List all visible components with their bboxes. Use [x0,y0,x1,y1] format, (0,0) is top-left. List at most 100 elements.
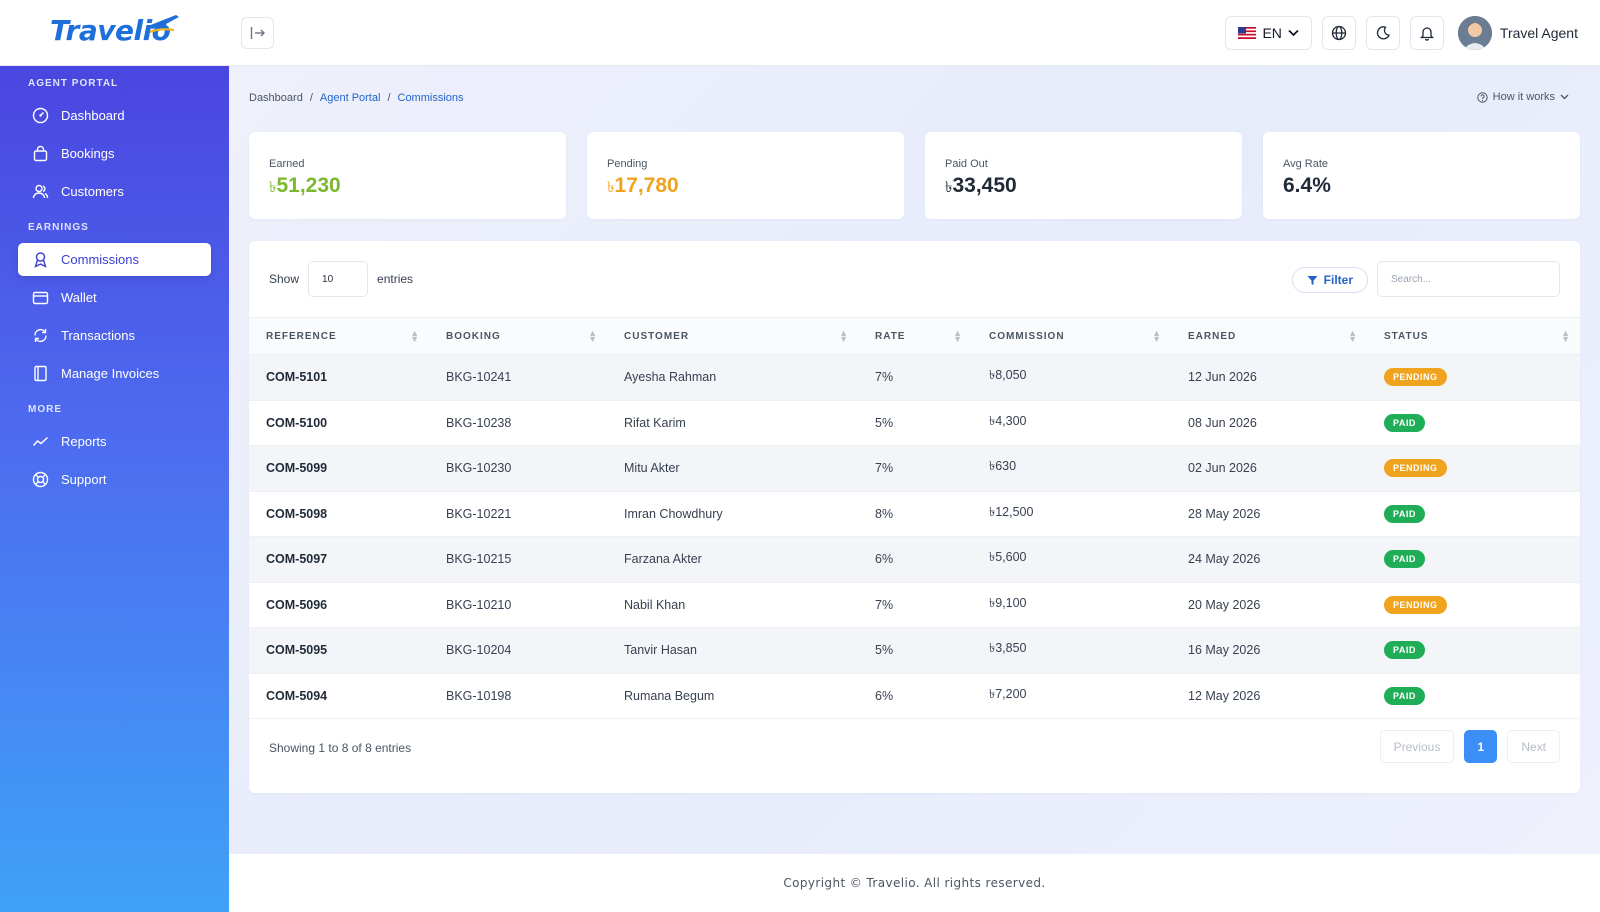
breadcrumb-agent-portal[interactable]: Agent Portal [319,92,381,104]
status-badge: PAID [1384,641,1425,660]
sidebar-item-reports[interactable]: Reports [18,425,211,458]
travelio-logo[interactable]: Travelio [50,14,179,47]
table-row[interactable]: COM-5096 BKG-10210 Nabil Khan 7% ৳9,100 … [249,582,1580,628]
filter-label: Filter [1323,273,1353,287]
status-badge: PAID [1384,504,1425,523]
search-input[interactable]: Search... [1377,261,1560,297]
filter-button[interactable]: Filter [1291,267,1368,293]
cell-rate: 5% [875,643,894,658]
globe-button[interactable] [1321,16,1356,50]
refresh-icon [34,328,47,343]
table-row[interactable]: COM-5097 BKG-10215 Farzana Akter 6% ৳5,6… [249,536,1580,582]
cell-customer: Ayesha Rahman [624,370,717,385]
table-row[interactable]: COM-5098 BKG-10221 Imran Chowdhury 8% ৳1… [249,491,1580,537]
status-badge: PAID [1384,413,1425,432]
wallet-icon [32,291,49,305]
globe-icon [1331,25,1347,41]
entries-control: Show 10 entries [269,261,413,297]
cell-commission: ৳9,100 [989,595,1027,610]
sidebar-item-manage-invoices[interactable]: Manage Invoices [18,357,211,390]
help-circle-icon [1476,91,1488,103]
sort-icon: ▲ ▼ [588,328,597,344]
sidebar-item-commissions[interactable]: Commissions [18,243,211,276]
cell-rate: 8% [875,506,894,521]
table-row[interactable]: COM-5095 BKG-10204 Tanvir Hasan 5% ৳3,85… [249,627,1580,673]
chart-line-icon [32,436,49,446]
invoice-icon [34,365,47,382]
how-it-works-toggle[interactable]: How it works [1476,91,1569,103]
stat-label: Earned [269,158,305,170]
us-flag-icon [1238,27,1257,39]
cell-booking: BKG-10210 [446,597,512,612]
table-row[interactable]: COM-5099 BKG-10230 Mitu Akter 7% ৳630 02… [249,445,1580,491]
sidebar-item-bookings[interactable]: Bookings [18,137,211,170]
sidebar-item-customers[interactable]: Customers [18,175,211,208]
theme-toggle-button[interactable] [1365,16,1400,50]
column-header-reference[interactable]: REFERENCE ▲ ▼ [266,328,419,344]
sidebar-item-dashboard[interactable]: Dashboard [18,99,211,132]
sort-icon: ▲ ▼ [1561,328,1570,344]
top-header: Travelio EN [0,0,1600,66]
column-header-customer[interactable]: CUSTOMER ▲ ▼ [624,328,848,344]
show-label: Show [269,272,300,286]
cell-rate: 7% [875,461,894,476]
breadcrumb-dashboard[interactable]: Dashboard [249,92,303,104]
column-header-rate[interactable]: RATE ▲ ▼ [875,328,962,344]
table-row[interactable]: COM-5100 BKG-10238 Rifat Karim 5% ৳4,300… [249,400,1580,446]
stat-value: ৳33,450 [945,174,1017,197]
sidebar-toggle-icon [250,27,265,39]
notifications-button[interactable] [1409,16,1444,50]
page-1-button[interactable]: 1 [1464,730,1498,763]
breadcrumb-separator: / [387,92,391,104]
logo-text: Travelio [50,14,171,47]
stat-value: ৳51,230 [269,174,341,197]
column-header-commission[interactable]: COMMISSION ▲ ▼ [989,328,1161,344]
sidebar-section-title: EARNINGS [28,222,89,233]
sidebar-item-support[interactable]: Support [18,463,211,496]
previous-page-button[interactable]: Previous [1379,730,1455,763]
table-row[interactable]: COM-5101 BKG-10241 Ayesha Rahman 7% ৳8,0… [249,354,1580,400]
column-header-booking[interactable]: BOOKING ▲ ▼ [446,328,597,344]
cell-rate: 7% [875,370,894,385]
entries-select[interactable]: 10 [308,261,369,297]
cell-commission: ৳630 [989,459,1017,474]
cell-booking: BKG-10215 [446,552,512,567]
cell-reference: COM-5099 [266,461,328,476]
table-row[interactable]: COM-5094 BKG-10198 Rumana Begum 6% ৳7,20… [249,673,1580,719]
stat-card-earned: Earned ৳51,230 [249,132,566,219]
sidebar-item-wallet[interactable]: Wallet [18,281,211,314]
cell-rate: 7% [875,597,894,612]
users-icon [32,184,49,199]
chevron-down-icon [1288,29,1299,37]
language-selector[interactable]: EN [1225,16,1312,50]
collapse-sidebar-button[interactable] [241,17,274,49]
pagination: Previous 1 Next [1379,730,1560,763]
user-menu[interactable]: Travel Agent [1457,16,1578,50]
commissions-table-card: Show 10 entries Filter Search... REFEREN… [249,241,1580,793]
bell-icon [1419,27,1434,41]
avatar [1457,16,1492,50]
cell-customer: Rifat Karim [624,415,686,430]
cell-commission: ৳12,500 [989,504,1034,519]
status-badge: PAID [1384,550,1425,569]
cell-commission: ৳4,300 [989,413,1027,428]
cell-commission: ৳7,200 [989,686,1027,701]
sidebar-item-transactions[interactable]: Transactions [18,319,211,352]
sidebar-item-label: Commissions [61,252,140,267]
stat-card-pending: Pending ৳17,780 [587,132,904,219]
airplane-icon [148,15,179,34]
sidebar-item-label: Reports [61,434,107,449]
stat-label: Pending [607,158,648,170]
status-badge: PENDING [1384,459,1447,478]
column-header-status[interactable]: STATUS ▲ ▼ [1384,328,1570,344]
cell-status: PAID [1367,400,1580,446]
cell-status: PAID [1367,673,1580,719]
cell-earned: 12 Jun 2026 [1188,370,1257,385]
column-header-earned[interactable]: EARNED ▲ ▼ [1188,328,1357,344]
stat-label: Avg Rate [1283,158,1329,170]
main-content: Dashboard / Agent Portal / Commissions H… [229,66,1600,854]
sidebar-item-label: Manage Invoices [61,366,160,381]
cell-reference: COM-5096 [266,597,328,612]
cell-booking: BKG-10204 [446,643,512,658]
next-page-button[interactable]: Next [1507,730,1560,763]
